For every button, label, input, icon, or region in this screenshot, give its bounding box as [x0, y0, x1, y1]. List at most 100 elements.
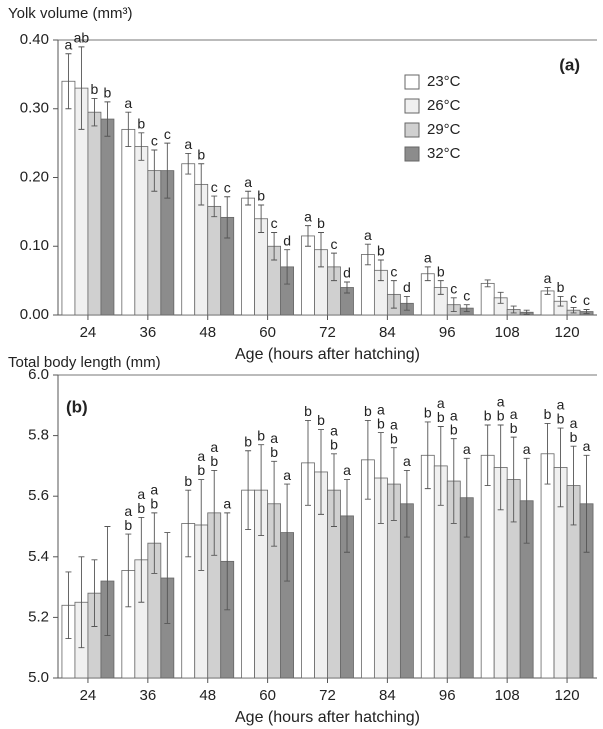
- y-tick-label: 5.6: [28, 487, 49, 504]
- error-bar: [284, 249, 291, 285]
- error-bar: [164, 142, 171, 199]
- significance-letter: a: [523, 441, 531, 457]
- error-bar: [484, 424, 491, 487]
- legend-swatch: [404, 122, 420, 138]
- bar: [181, 163, 196, 316]
- significance-letter: c: [164, 126, 171, 142]
- significance-letter: a: [244, 174, 252, 190]
- bar: [100, 118, 115, 316]
- significance-letter: a: [210, 439, 218, 455]
- y-tick-label: 0.10: [20, 237, 49, 254]
- significance-letter: d: [283, 232, 291, 248]
- y-tick-label: 5.2: [28, 608, 49, 625]
- significance-letter: b: [197, 462, 205, 478]
- significance-letter: a: [330, 422, 338, 438]
- y-tick-label: 0.20: [20, 168, 49, 185]
- significance-letter: c: [390, 263, 397, 279]
- x-axis-label: Age (hours after hatching): [235, 346, 420, 363]
- error-bar: [497, 291, 504, 304]
- significance-letter: a: [463, 441, 471, 457]
- x-tick-label: 120: [555, 324, 580, 341]
- error-bar: [185, 489, 192, 558]
- x-tick-label: 24: [80, 687, 97, 704]
- significance-letter: b: [377, 415, 385, 431]
- significance-letter: a: [544, 270, 552, 286]
- significance-letter: a: [283, 467, 291, 483]
- significance-letter: b: [184, 473, 192, 489]
- bar: [301, 235, 315, 316]
- x-tick-label: 72: [319, 687, 336, 704]
- significance-letter: b: [137, 116, 145, 132]
- error-bar: [245, 190, 252, 206]
- error-bar: [104, 526, 111, 637]
- significance-letter: b: [557, 279, 565, 295]
- x-tick-label: 96: [439, 687, 456, 704]
- error-bar: [125, 111, 132, 148]
- significance-letter: b: [450, 421, 458, 437]
- error-bar: [557, 427, 564, 508]
- error-bar: [557, 295, 564, 307]
- error-bar: [523, 457, 530, 544]
- significance-letter: c: [463, 287, 470, 303]
- significance-letter: b: [570, 429, 578, 445]
- significance-letter: b: [257, 427, 265, 443]
- error-bar: [510, 305, 517, 314]
- error-bar: [91, 559, 98, 627]
- x-axis-label: Age (hours after hatching): [235, 709, 420, 726]
- error-bar: [258, 204, 265, 233]
- error-bar: [305, 420, 311, 506]
- y-tick-label: 5.0: [28, 669, 49, 686]
- bar: [241, 197, 256, 316]
- x-tick-label: 24: [80, 324, 97, 341]
- bar: [480, 454, 495, 679]
- y-tick-label: 6.0: [28, 366, 49, 383]
- error-bar: [318, 429, 324, 515]
- bar: [87, 111, 102, 316]
- error-bar: [78, 46, 85, 130]
- error-bar: [424, 266, 431, 282]
- bar: [121, 128, 136, 316]
- error-bar: [104, 101, 111, 137]
- significance-letter: b: [210, 453, 218, 469]
- significance-letter: a: [223, 496, 231, 512]
- error-bar: [450, 297, 457, 313]
- significance-letter: a: [583, 438, 591, 454]
- x-tick-label: 96: [439, 324, 456, 341]
- significance-letter: b: [317, 215, 325, 231]
- error-bar: [305, 225, 311, 247]
- significance-letter: a: [197, 448, 205, 464]
- significance-letter: a: [343, 462, 351, 478]
- legend-swatch: [404, 74, 420, 90]
- y-tick-label: 5.8: [28, 427, 49, 444]
- error-bar: [437, 280, 444, 295]
- significance-letter: b: [197, 146, 205, 162]
- significance-letter: b: [497, 408, 505, 424]
- error-bar: [424, 421, 431, 490]
- chart-title: Total body length (mm): [8, 354, 161, 371]
- significance-letter: a: [390, 416, 398, 432]
- significance-letter: b: [557, 411, 565, 427]
- error-bar: [523, 309, 530, 315]
- bar: [207, 205, 222, 316]
- error-bar: [198, 163, 205, 206]
- significance-letter: b: [104, 85, 112, 101]
- error-bar: [437, 426, 444, 506]
- error-bar: [583, 454, 590, 553]
- x-tick-label: 108: [495, 324, 520, 341]
- significance-letter: b: [437, 409, 445, 425]
- significance-letter: b: [437, 263, 445, 279]
- error-bar: [138, 132, 145, 161]
- significance-letter: c: [224, 179, 231, 195]
- error-bar: [364, 243, 371, 266]
- error-bar: [224, 196, 231, 239]
- bar: [134, 146, 149, 316]
- significance-letter: a: [377, 401, 385, 417]
- error-bar: [91, 97, 98, 127]
- bar: [61, 80, 76, 316]
- error-bar: [271, 460, 278, 547]
- error-bar: [151, 149, 158, 192]
- error-bar: [284, 483, 291, 582]
- significance-letter: d: [403, 279, 411, 295]
- error-bar: [344, 479, 350, 553]
- x-tick-label: 72: [319, 324, 336, 341]
